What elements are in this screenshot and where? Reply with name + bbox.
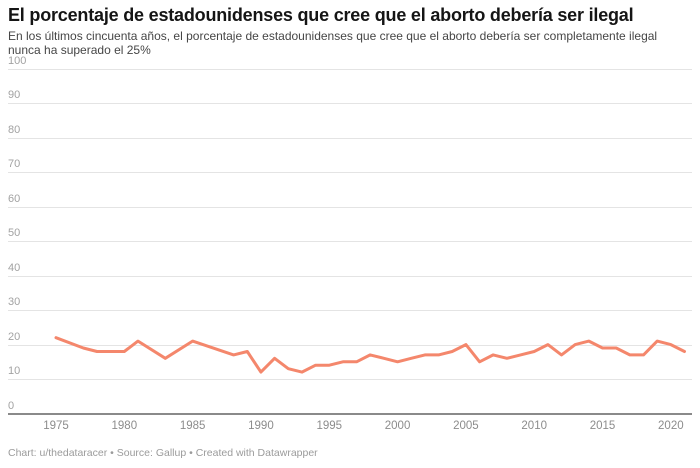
y-axis-tick-label: 100 bbox=[8, 54, 27, 67]
gridline bbox=[8, 68, 692, 70]
gridline bbox=[8, 379, 692, 381]
x-axis-tick-label: 1985 bbox=[179, 420, 206, 432]
x-axis-tick-label: 2015 bbox=[589, 420, 616, 432]
data-line bbox=[54, 336, 686, 374]
gridline bbox=[8, 206, 692, 208]
chart-subtitle: En los últimos cincuenta años, el porcen… bbox=[8, 29, 658, 57]
x-axis-tick-label: 1975 bbox=[43, 420, 69, 432]
gridline bbox=[8, 137, 692, 139]
x-axis-tick-label: 1995 bbox=[316, 420, 343, 432]
gridline bbox=[8, 172, 692, 174]
y-axis-tick-label: 0 bbox=[8, 399, 15, 412]
gridline bbox=[8, 275, 692, 277]
x-axis-tick-label: 2020 bbox=[658, 420, 684, 432]
y-axis-tick-label: 30 bbox=[8, 296, 21, 309]
x-axis-tick-label: 2010 bbox=[521, 420, 547, 432]
y-axis-tick-label: 10 bbox=[8, 365, 21, 378]
x-axis-tick-label: 2000 bbox=[384, 420, 411, 432]
x-axis-tick-label: 1980 bbox=[111, 420, 138, 432]
y-axis-tick-label: 40 bbox=[8, 261, 21, 274]
x-axis-tick-label: 2005 bbox=[453, 420, 479, 432]
y-axis-tick-label: 70 bbox=[8, 158, 21, 171]
y-axis-tick-label: 60 bbox=[8, 192, 21, 205]
y-axis-tick-label: 90 bbox=[8, 89, 21, 102]
chart-credit: Chart: u/thedataracer • Source: Gallup •… bbox=[8, 447, 318, 459]
gridline bbox=[8, 241, 692, 243]
y-axis-tick-label: 50 bbox=[8, 227, 21, 240]
x-axis-baseline bbox=[8, 412, 692, 415]
chart-title: El porcentaje de estadounidenses que cre… bbox=[8, 5, 634, 25]
gridline bbox=[8, 103, 692, 105]
gridline bbox=[8, 344, 692, 346]
x-axis-tick-label: 1990 bbox=[248, 420, 274, 432]
gridline bbox=[8, 310, 692, 312]
y-axis-tick-label: 80 bbox=[8, 123, 21, 136]
y-axis-tick-label: 20 bbox=[8, 330, 21, 343]
